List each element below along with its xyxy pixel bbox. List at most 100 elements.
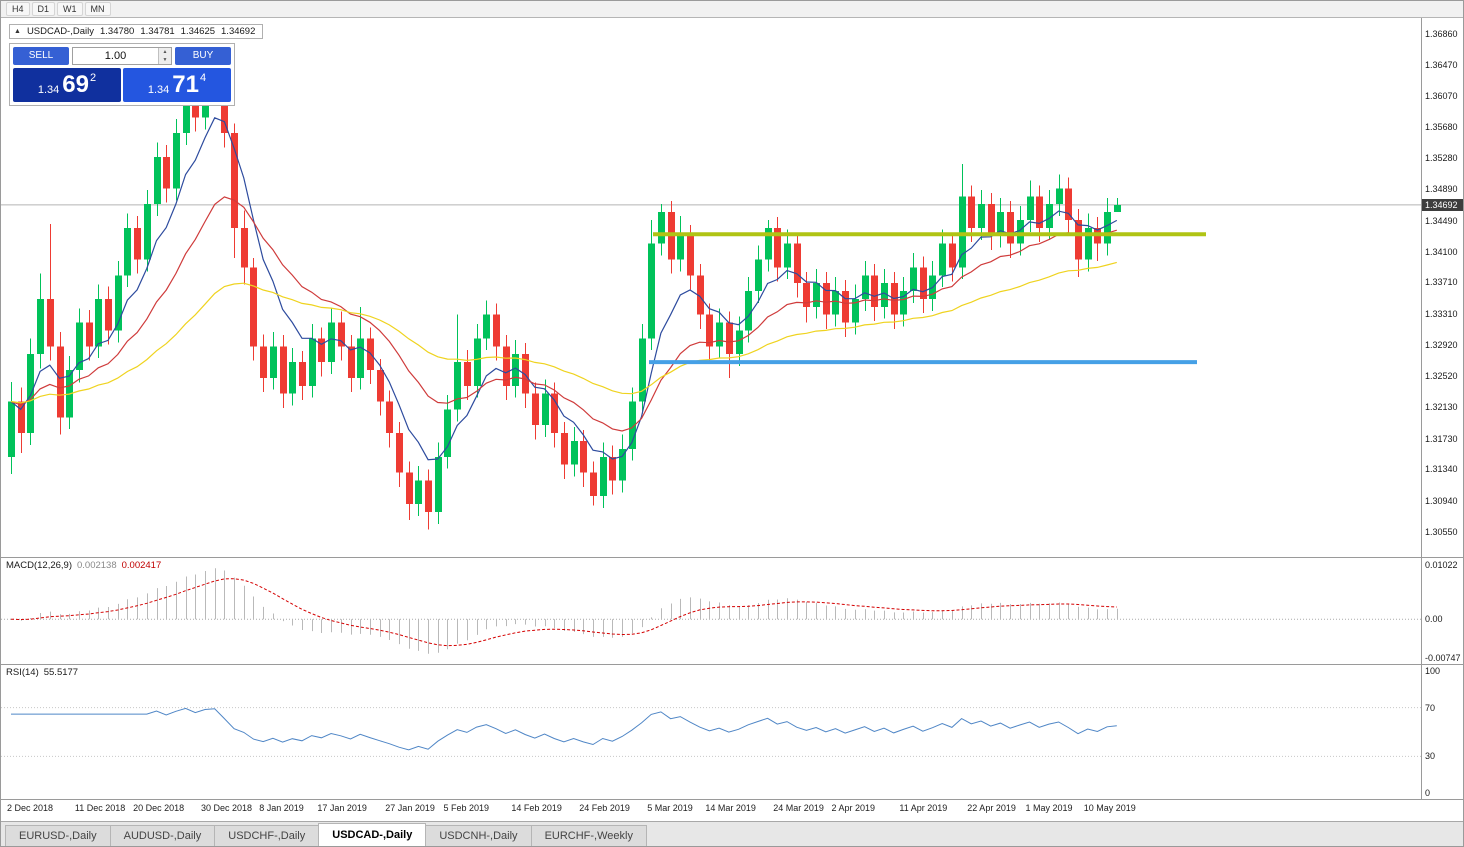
date-axis-label: 24 Feb 2019 bbox=[579, 803, 630, 813]
price-axis-label: 1.34100 bbox=[1425, 246, 1458, 257]
tf-button-d1[interactable]: D1 bbox=[31, 2, 56, 16]
date-axis-label: 11 Dec 2018 bbox=[74, 803, 126, 813]
tf-button-h4[interactable]: H4 bbox=[6, 2, 30, 16]
price-axis-label: 1.30940 bbox=[1425, 495, 1458, 506]
date-axis-label: 2 Dec 2018 bbox=[7, 803, 54, 813]
sell-price-prefix: 1.34 bbox=[37, 84, 60, 96]
ohlc-high: 1.34781 bbox=[140, 26, 175, 37]
chart-tab-usdcad-daily[interactable]: USDCAD-,Daily bbox=[318, 823, 427, 846]
buy-price-display[interactable]: 1.34 71 4 bbox=[123, 68, 231, 102]
date-axis-label: 2 Apr 2019 bbox=[831, 803, 876, 813]
price-axis-label: 1.32130 bbox=[1425, 402, 1458, 413]
chart-symbol-title: USDCAD-,Daily bbox=[26, 26, 94, 37]
chart-tab-eurusd-daily[interactable]: EURUSD-,Daily bbox=[5, 825, 111, 846]
buy-price-prefix: 1.34 bbox=[147, 84, 170, 96]
current-price-badge: 1.34692 bbox=[1422, 198, 1463, 211]
sell-button[interactable]: SELL bbox=[13, 47, 69, 65]
rsi-name: RSI(14) bbox=[6, 667, 39, 678]
ohlc-open: 1.34780 bbox=[99, 26, 135, 37]
date-axis-label: 11 Apr 2019 bbox=[899, 803, 948, 813]
ma-18-line bbox=[10, 196, 1117, 432]
macd-name: MACD(12,26,9) bbox=[6, 560, 72, 571]
macd-axis-label: 0.00 bbox=[1425, 614, 1443, 625]
macd-chart-canvas: MACD(12,26,9) 0.002138 0.002417 bbox=[1, 558, 1421, 664]
date-axis-label: 24 Mar 2019 bbox=[773, 803, 824, 813]
tf-button-w1[interactable]: W1 bbox=[57, 2, 83, 16]
rsi-axis-label: 0 bbox=[1425, 788, 1431, 798]
macd-axis-label: -0.00747 bbox=[1425, 653, 1461, 663]
price-axis-label: 1.36860 bbox=[1425, 28, 1458, 39]
price-axis-label: 1.31730 bbox=[1425, 433, 1458, 444]
date-axis-label: 22 Apr 2019 bbox=[967, 803, 1016, 813]
date-axis-label: 20 Dec 2018 bbox=[133, 803, 185, 813]
price-axis-label: 1.31340 bbox=[1425, 464, 1458, 475]
volume-value[interactable]: 1.00 bbox=[104, 50, 127, 62]
volume-input[interactable]: 1.00 ▲ ▼ bbox=[72, 47, 172, 65]
candles bbox=[8, 50, 1121, 530]
date-axis-label: 17 Jan 2019 bbox=[317, 803, 367, 813]
panel-splitter[interactable] bbox=[1, 664, 1463, 665]
one-click-trading-panel: SELL 1.00 ▲ ▼ BUY 1.34 69 2 bbox=[9, 43, 235, 106]
chart-tab-audusd-daily[interactable]: AUDUSD-,Daily bbox=[109, 825, 216, 846]
rsi-line bbox=[11, 707, 1117, 751]
date-axis-label: 30 Dec 2018 bbox=[201, 803, 253, 813]
price-axis-label: 1.34490 bbox=[1425, 215, 1458, 226]
ohlc-low: 1.34625 bbox=[180, 26, 216, 37]
ma-7-line bbox=[10, 117, 1118, 461]
chart-tab-usdchf-daily[interactable]: USDCHF-,Daily bbox=[214, 825, 320, 846]
rsi-value: 55.5177 bbox=[43, 667, 79, 678]
date-axis-label: 8 Jan 2019 bbox=[259, 803, 304, 813]
volume-down-icon[interactable]: ▼ bbox=[159, 56, 171, 64]
buy-button[interactable]: BUY bbox=[175, 47, 231, 65]
date-axis-label: 14 Mar 2019 bbox=[705, 803, 756, 813]
rsi-axis-label: 70 bbox=[1425, 702, 1436, 713]
rsi-axis-label: 30 bbox=[1425, 751, 1436, 762]
rsi-chart-canvas: RSI(14) 55.5177 bbox=[1, 665, 1421, 799]
price-axis[interactable]: 1.34692 1.36860 1.36470 1.36070 1.35680 1.35… bbox=[1421, 18, 1463, 557]
chart-tab-eurchf-weekly[interactable]: EURCHF-,Weekly bbox=[530, 825, 647, 846]
macd-signal-line bbox=[10, 578, 1117, 647]
rsi-label: RSI(14) 55.5177 bbox=[6, 667, 78, 678]
price-axis-label: 1.33310 bbox=[1425, 308, 1458, 319]
chart-tab-usdcnh-daily[interactable]: USDCNH-,Daily bbox=[425, 825, 532, 846]
price-axis-label: 1.35680 bbox=[1425, 121, 1458, 132]
price-panel: ▲ USDCAD-,Daily 1.34780 1.34781 1.34625 … bbox=[1, 18, 1463, 557]
collapse-panel-icon[interactable]: ▲ bbox=[14, 28, 21, 35]
rsi-axis[interactable]: 100 70 30 0 bbox=[1421, 665, 1463, 799]
macd-signal-value: 0.002417 bbox=[121, 560, 162, 571]
chart-tab-bar: EURUSD-,Daily AUDUSD-,Daily USDCHF-,Daily U… bbox=[1, 821, 1463, 846]
date-axis-label: 14 Feb 2019 bbox=[511, 803, 562, 813]
price-axis-label: 1.32920 bbox=[1425, 339, 1458, 350]
macd-histogram bbox=[21, 568, 1118, 654]
price-axis-label: 1.35280 bbox=[1425, 153, 1458, 164]
sell-price-big: 69 bbox=[62, 71, 89, 98]
tf-button-mn[interactable]: MN bbox=[84, 2, 111, 16]
ma-45-line bbox=[10, 261, 1117, 404]
date-axis-label: 27 Jan 2019 bbox=[385, 803, 435, 813]
rsi-panel: RSI(14) 55.5177 100 70 30 0 bbox=[1, 665, 1463, 799]
macd-axis-label: 0.01022 bbox=[1425, 560, 1458, 570]
status-gap bbox=[1, 817, 1463, 821]
buy-price-big: 71 bbox=[172, 71, 199, 98]
macd-label: MACD(12,26,9) 0.002138 0.002417 bbox=[6, 560, 161, 571]
rsi-axis-label: 100 bbox=[1425, 666, 1441, 676]
date-axis-label: 5 Mar 2019 bbox=[647, 803, 693, 813]
volume-up-icon[interactable]: ▲ bbox=[159, 48, 171, 56]
sell-price-display[interactable]: 1.34 69 2 bbox=[13, 68, 121, 102]
price-axis-label: 1.32520 bbox=[1425, 371, 1458, 382]
timeframe-toolbar: H4 D1 W1 MN bbox=[1, 1, 1463, 18]
price-axis-label: 1.30550 bbox=[1425, 526, 1458, 537]
macd-value: 0.002138 bbox=[77, 560, 117, 571]
price-chart-canvas[interactable]: ▲ USDCAD-,Daily 1.34780 1.34781 1.34625 … bbox=[1, 18, 1421, 557]
macd-panel: MACD(12,26,9) 0.002138 0.002417 0.01022 0… bbox=[1, 558, 1463, 664]
price-axis-label: 1.34890 bbox=[1425, 184, 1458, 195]
date-axis[interactable]: 2 Dec 2018 11 Dec 2018 20 Dec 2018 30 Dec 2… bbox=[1, 799, 1463, 817]
price-axis-label: 1.36070 bbox=[1425, 91, 1458, 102]
chart-title-chip: ▲ USDCAD-,Daily 1.34780 1.34781 1.34625 … bbox=[9, 24, 264, 39]
ohlc-close: 1.34692 bbox=[221, 26, 256, 37]
price-axis-label: 1.33710 bbox=[1425, 277, 1458, 288]
date-axis-label: 5 Feb 2019 bbox=[443, 803, 490, 813]
panel-splitter[interactable] bbox=[1, 557, 1463, 558]
macd-axis[interactable]: 0.01022 0.00 -0.00747 bbox=[1421, 558, 1463, 664]
